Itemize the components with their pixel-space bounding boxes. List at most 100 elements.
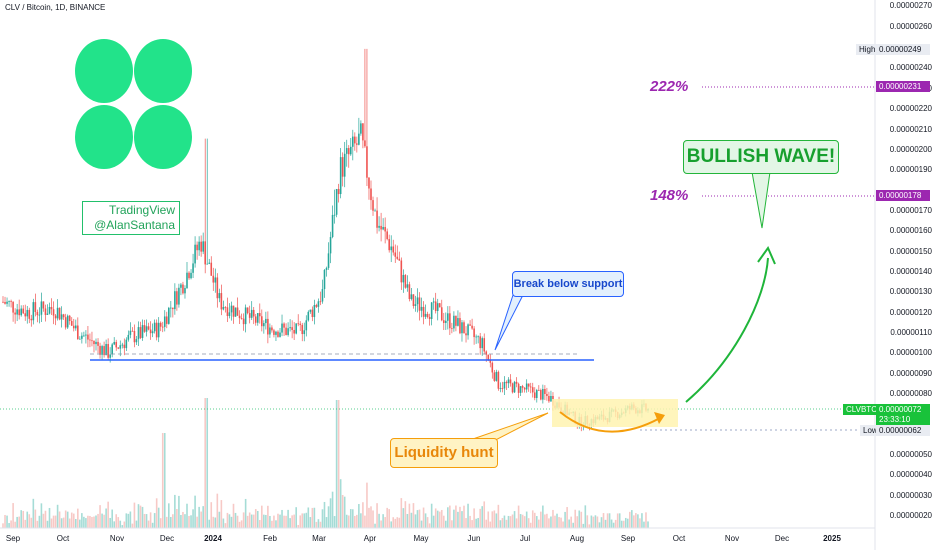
volume-bar xyxy=(176,509,178,528)
volume-bar xyxy=(388,509,390,528)
volume-bar xyxy=(540,511,542,528)
candle-body xyxy=(370,188,372,201)
volume-bar xyxy=(224,523,227,528)
rounded-bottom-curve xyxy=(559,411,661,433)
candle-body xyxy=(214,277,217,283)
volume-bar xyxy=(42,513,45,528)
candle-body xyxy=(307,311,310,321)
candle-body xyxy=(48,306,51,314)
time-axis-label: Feb xyxy=(263,534,277,543)
high-tag-value: 0.00000249 xyxy=(876,44,930,55)
volume-bar xyxy=(449,505,451,528)
volume-bar xyxy=(192,509,194,528)
volume-bar xyxy=(170,516,172,528)
volume-bar xyxy=(242,512,245,528)
volume-bar xyxy=(327,506,330,528)
candle-body xyxy=(550,396,552,402)
break-below-support-callout[interactable]: Break below support xyxy=(512,271,624,297)
candle-body xyxy=(178,287,180,305)
candle-body xyxy=(382,226,384,230)
volume-bar xyxy=(479,508,481,528)
volume-bar xyxy=(254,509,257,528)
volume-bar xyxy=(77,508,79,528)
volume-bar xyxy=(178,495,180,528)
candle-body xyxy=(226,307,229,317)
volume-bar xyxy=(582,523,585,528)
price-axis-label: 0.00000140 xyxy=(889,267,932,276)
candle-body xyxy=(131,330,134,332)
volume-bar xyxy=(240,520,243,528)
time-axis-label: Sep xyxy=(5,534,21,543)
volume-bar xyxy=(117,517,120,528)
candle-body xyxy=(163,316,166,327)
volume-bar xyxy=(424,513,427,528)
candle-body xyxy=(234,307,237,317)
volume-bar xyxy=(635,513,637,528)
volume-bar xyxy=(386,507,388,528)
target-222-tag: 0.00000231 xyxy=(876,81,930,92)
volume-bar xyxy=(236,515,239,528)
volume-bar xyxy=(382,514,384,528)
candle-body xyxy=(232,305,235,317)
volume-bar xyxy=(212,516,215,528)
candle-body xyxy=(372,200,374,211)
liquidity-hunt-callout[interactable]: Liquidity hunt xyxy=(390,438,498,468)
price-axis-label: 0.00000020 xyxy=(889,511,932,520)
volume-bar xyxy=(440,509,443,528)
candle-body xyxy=(275,331,277,335)
bullish-wave-callout[interactable]: BULLISH WAVE! xyxy=(683,140,839,174)
volume-bar xyxy=(188,515,190,528)
volume-bar xyxy=(265,514,267,528)
volume-bar xyxy=(535,516,538,528)
volume-bar xyxy=(606,513,609,528)
volume-bar xyxy=(360,513,362,528)
candle-body xyxy=(79,338,81,340)
candle-body xyxy=(445,320,447,323)
candle-body xyxy=(22,308,25,314)
volume-bar xyxy=(645,512,647,528)
volume-bar xyxy=(163,433,166,528)
candle-body xyxy=(250,309,253,318)
price-axis-label: 0.00000130 xyxy=(889,287,932,296)
volume-bar xyxy=(60,518,63,528)
volume-bar xyxy=(204,398,206,528)
volume-bar xyxy=(629,511,631,528)
candle-body xyxy=(289,327,291,329)
candle-body xyxy=(135,339,138,343)
volume-bar xyxy=(141,506,144,528)
volume-bar xyxy=(364,515,366,528)
candle-body xyxy=(121,344,124,346)
volume-bar xyxy=(596,516,599,528)
volume-bar xyxy=(507,515,510,528)
symbol-header[interactable]: CLV / Bitcoin, 1D, BINANCE xyxy=(5,3,106,12)
candle-body xyxy=(271,327,273,331)
candle-body xyxy=(351,136,354,147)
volume-bar xyxy=(321,509,324,528)
volume-bar xyxy=(341,494,344,528)
candle-body xyxy=(447,313,449,321)
volume-bar xyxy=(147,520,150,528)
volume-bar xyxy=(200,511,202,528)
volume-bar xyxy=(566,507,568,528)
volume-bar xyxy=(149,512,152,528)
volume-bar xyxy=(505,519,508,528)
volume-bar xyxy=(406,513,409,528)
price-axis-label: 0.00000030 xyxy=(889,491,932,500)
volume-bar xyxy=(99,505,101,528)
candle-body xyxy=(511,383,514,393)
candle-body xyxy=(244,307,247,325)
volume-bar xyxy=(572,522,574,528)
volume-bar xyxy=(232,503,235,528)
candle-body xyxy=(153,322,156,332)
candle-body xyxy=(91,340,93,342)
candle-body xyxy=(228,312,231,317)
candle-body xyxy=(6,301,8,304)
volume-bar xyxy=(335,400,338,528)
volume-bar xyxy=(622,520,625,528)
volume-bar xyxy=(410,512,413,528)
bullish-arrowhead xyxy=(757,245,776,265)
high-tag-label: High xyxy=(856,44,879,55)
volume-bar xyxy=(578,510,581,528)
volume-bar xyxy=(4,514,6,528)
